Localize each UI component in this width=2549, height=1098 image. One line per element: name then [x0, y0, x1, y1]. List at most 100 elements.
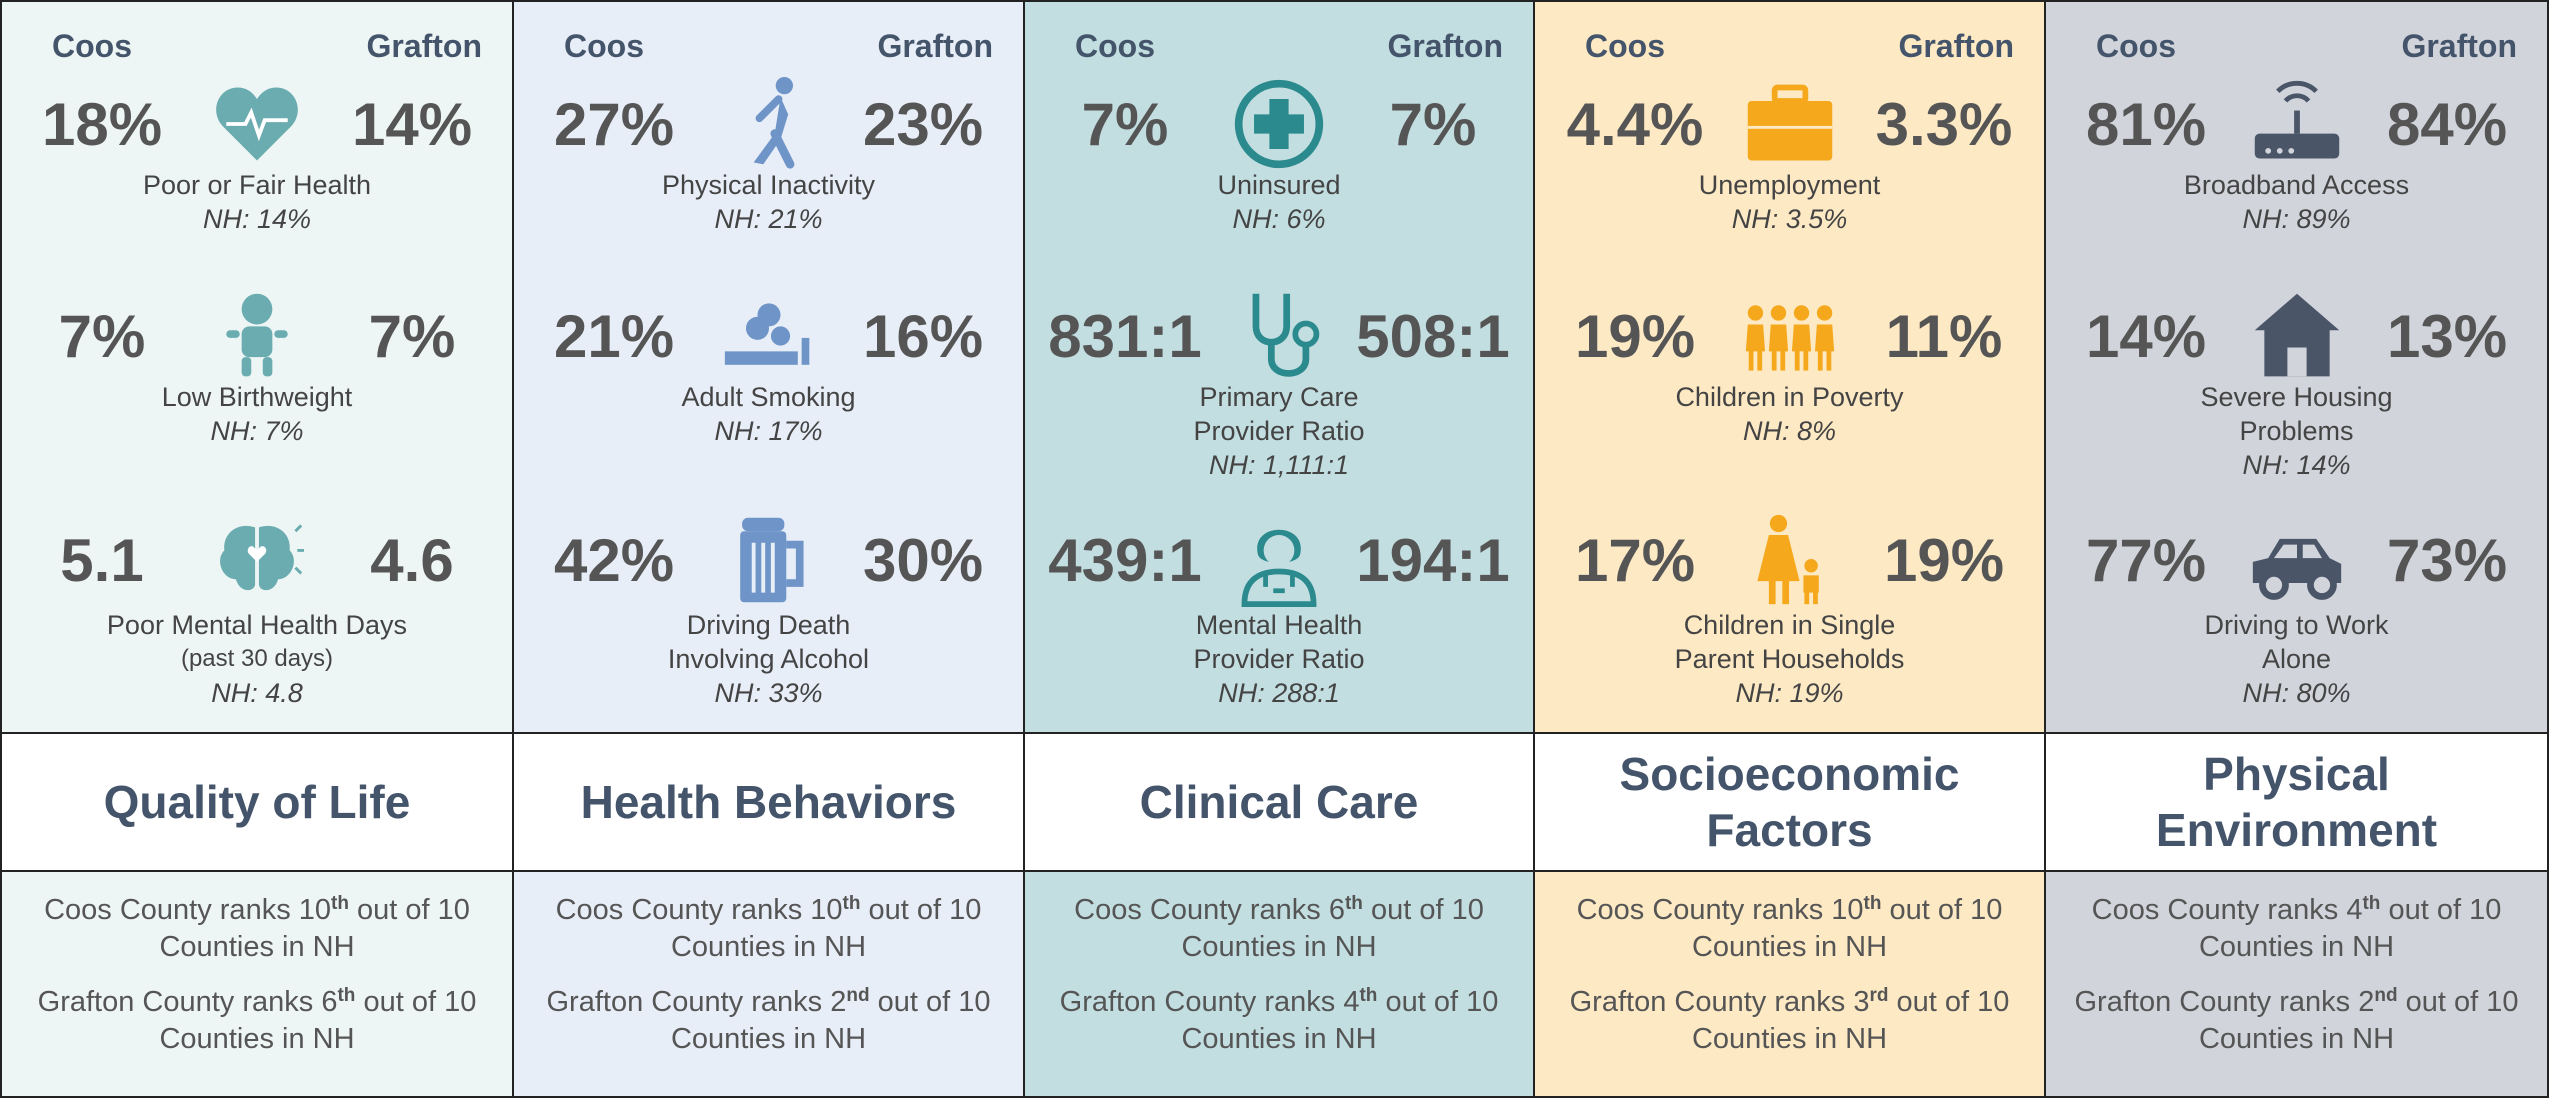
- grafton-value: 4.6: [370, 527, 454, 594]
- state-average: NH: 19%: [1735, 678, 1844, 708]
- label-line: Children in Single: [1683, 610, 1896, 640]
- rankings: Coos County ranks 10th out of 10 Countie…: [2, 872, 512, 1096]
- rank-number: 6: [321, 986, 338, 1018]
- state-average: NH: 7%: [210, 416, 304, 446]
- rankings: Coos County ranks 10th out of 10 Countie…: [1535, 872, 2044, 1096]
- rank-lead: Coos County ranks: [1576, 894, 1824, 926]
- label-line: Uninsured: [1217, 170, 1341, 200]
- state-average: NH: 80%: [2242, 678, 2351, 708]
- metric-label: Poor or Fair Health NH: 14%: [62, 168, 452, 236]
- state-average: NH: 4.8: [211, 678, 303, 708]
- category-title: Physical Environment: [2046, 732, 2547, 872]
- metric-label: Driving Death Involving Alcohol NH: 33%: [574, 608, 963, 710]
- metric-icon: [2254, 80, 2339, 159]
- rank-suffix: th: [1344, 893, 1363, 914]
- rank-number: 3: [1853, 986, 1870, 1018]
- column-header: Grafton: [2401, 28, 2517, 64]
- metric-label: Low Birthweight NH: 7%: [62, 380, 452, 448]
- rank-text: Coos County ranks 10th out of 10 Countie…: [1543, 892, 2036, 966]
- rank-number: 10: [1831, 894, 1864, 926]
- rank-text: Coos County ranks 6th out of 10 Counties…: [1033, 892, 1525, 966]
- column-header: Grafton: [366, 28, 482, 64]
- metric-label: Driving to Work Alone NH: 80%: [2106, 608, 2487, 710]
- metric-icon: [1252, 293, 1320, 377]
- metric-label: Primary Care Provider Ratio NH: 1,111:1: [1085, 380, 1473, 482]
- category-title: Clinical Care: [1025, 732, 1533, 872]
- grafton-value: 73%: [2386, 527, 2508, 594]
- rank-lead: Coos County ranks: [555, 894, 803, 926]
- coos-value: 439:1: [1048, 527, 1202, 594]
- rank-suffix: th: [842, 893, 861, 914]
- rank-suffix: th: [331, 893, 349, 914]
- rank-lead: Grafton County ranks: [546, 986, 823, 1018]
- coos-value: 81%: [2085, 91, 2207, 158]
- title-line: Environment: [2155, 804, 2438, 856]
- metric-label: Children in Single Parent Households NH: 1…: [1595, 608, 1984, 710]
- metric-icon: [2252, 538, 2341, 600]
- metric-icon: [216, 87, 298, 161]
- column-header: Grafton: [1387, 28, 1503, 64]
- label-line: Mental Health: [1195, 610, 1363, 640]
- grafton-value: 7%: [1389, 91, 1477, 158]
- grafton-value: 194:1: [1356, 527, 1510, 594]
- title-line: Physical: [2203, 748, 2390, 800]
- metric-icon: [739, 517, 804, 603]
- rank-text: Grafton County ranks 2nd out of 10 Count…: [2054, 984, 2539, 1058]
- metrics-panel: Coos Grafton 18% 14% Poor or Fair Health NH: …: [2, 2, 512, 732]
- coos-value: 5.1: [60, 527, 144, 594]
- metric-label: Mental Health Provider Ratio NH: 288:1: [1085, 608, 1473, 710]
- state-average: NH: 8%: [1742, 416, 1837, 446]
- category-title: Socioeconomic Factors: [1535, 732, 2044, 872]
- grafton-value: 11%: [1885, 303, 2003, 370]
- coos-value: 18%: [41, 91, 163, 158]
- label-line: Unemployment: [1698, 170, 1881, 200]
- coos-value: 42%: [553, 527, 675, 594]
- grafton-value: 14%: [351, 91, 473, 158]
- rankings: Coos County ranks 10th out of 10 Countie…: [514, 872, 1023, 1096]
- label-line: Provider Ratio: [1193, 416, 1365, 446]
- grafton-value: 7%: [368, 303, 456, 370]
- metric-icon: [1747, 84, 1832, 161]
- column-header: Coos: [1585, 28, 1665, 64]
- coos-value: 17%: [1574, 527, 1696, 594]
- label-line: Low Birthweight: [161, 382, 353, 412]
- state-average: NH: 288:1: [1218, 678, 1340, 708]
- rank-lead: Grafton County ranks: [37, 986, 314, 1018]
- column: Coos Grafton 27% 23% Physical Inactivity NH: …: [514, 2, 1025, 1096]
- rank-tail: out of 10 Counties in NH: [670, 986, 991, 1055]
- title-line: Socioeconomic: [1619, 748, 1960, 800]
- rank-text: Coos County ranks 10th out of 10 Countie…: [522, 892, 1015, 966]
- rank-lead: Grafton County ranks: [1059, 986, 1336, 1018]
- metric-icon: [226, 293, 288, 377]
- grafton-value: 23%: [862, 91, 984, 158]
- state-average: NH: 3.5%: [1731, 204, 1848, 234]
- column-header: Coos: [1075, 28, 1155, 64]
- label-line: Driving to Work: [2204, 610, 2389, 640]
- metric-label: Physical Inactivity NH: 21%: [574, 168, 963, 236]
- metric-icon: [1241, 529, 1317, 608]
- metrics-panel: Coos Grafton 27% 23% Physical Inactivity NH: …: [514, 2, 1023, 732]
- rank-number: 4: [1343, 986, 1360, 1018]
- rank-tail: out of 10 Counties in NH: [670, 894, 982, 963]
- label-line: Physical Inactivity: [661, 170, 876, 200]
- label-line: Involving Alcohol: [667, 644, 870, 674]
- rank-lead: Coos County ranks: [44, 894, 291, 926]
- metrics-panel: Coos Grafton 7% 7% Uninsured NH: 6% 831:1 508:1…: [1025, 2, 1533, 732]
- label-line: Parent Households: [1674, 644, 1905, 674]
- label-line: Poor Mental Health Days: [106, 610, 408, 640]
- state-average: NH: 21%: [714, 204, 823, 234]
- rank-text: Grafton County ranks 3rd out of 10 Count…: [1543, 984, 2036, 1058]
- state-average: NH: 14%: [202, 204, 312, 234]
- title-line: Health Behaviors: [580, 776, 957, 828]
- rank-tail: out of 10 Counties in NH: [159, 986, 477, 1055]
- state-average: NH: 14%: [2242, 450, 2351, 480]
- rank-suffix: th: [1359, 985, 1378, 1006]
- state-average: NH: 1,111:1: [1208, 450, 1350, 480]
- column: Coos Grafton 81% 84% Broadband Access NH: 89%…: [2046, 2, 2547, 1096]
- column-header: Coos: [564, 28, 644, 64]
- grafton-value: 16%: [862, 303, 984, 370]
- state-average: NH: 6%: [1232, 204, 1326, 234]
- grafton-value: 508:1: [1356, 303, 1510, 370]
- metric-label: Severe Housing Problems NH: 14%: [2106, 380, 2487, 482]
- rank-tail: out of 10 Counties in NH: [2198, 986, 2519, 1055]
